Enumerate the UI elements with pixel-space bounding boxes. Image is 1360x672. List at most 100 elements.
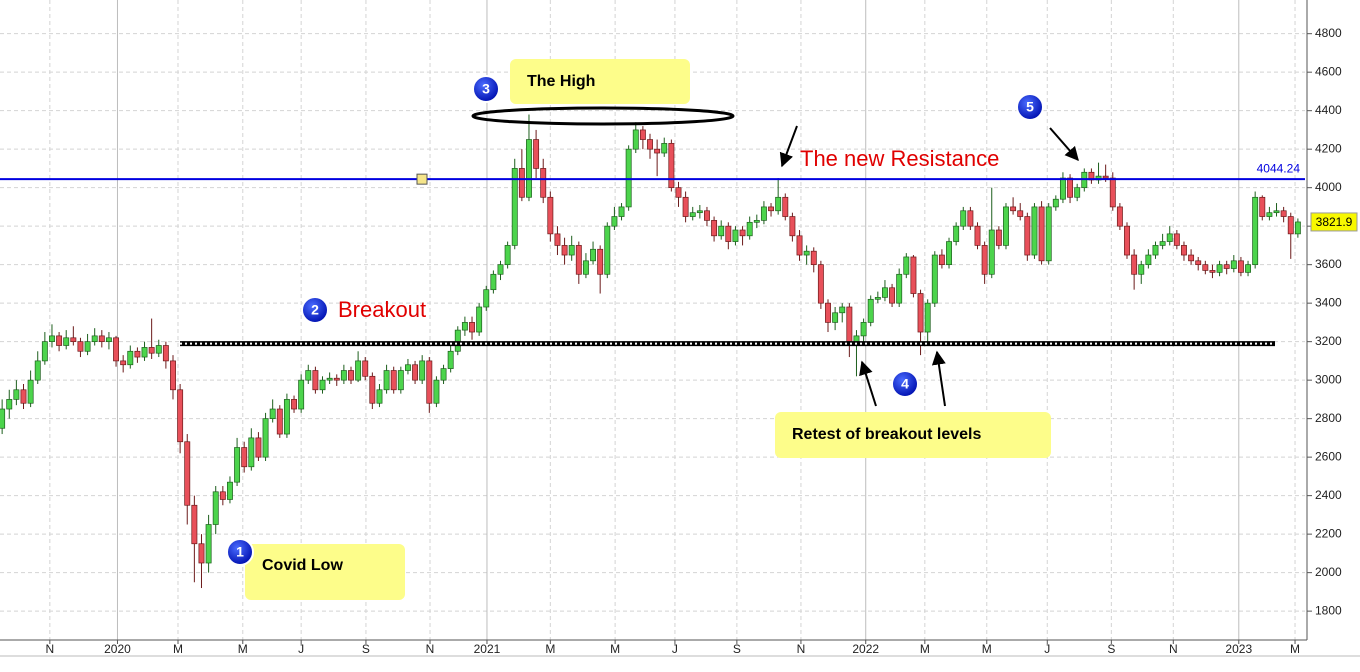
annotation-box xyxy=(775,412,1051,458)
candle-body xyxy=(340,370,347,381)
candle-body xyxy=(298,379,305,410)
y-tick-label: 4800 xyxy=(1315,26,1342,40)
y-tick-label: 2000 xyxy=(1315,565,1342,579)
candle-body xyxy=(910,256,917,294)
candle-body xyxy=(1287,216,1294,235)
x-tick-label: 2022 xyxy=(852,642,879,656)
candle-body xyxy=(1152,245,1159,256)
candle-body xyxy=(1067,177,1074,198)
x-tick-label: M xyxy=(173,642,183,656)
candle-body xyxy=(924,302,931,333)
candle-body xyxy=(675,187,682,198)
candle-body xyxy=(867,298,874,323)
candle-body xyxy=(227,481,233,500)
candle-body xyxy=(91,335,98,343)
marker: 2 xyxy=(301,296,329,324)
candle-body xyxy=(447,350,454,369)
x-tick-label: M xyxy=(545,642,555,656)
marker: 5 xyxy=(1016,93,1044,121)
candle-body xyxy=(77,341,84,352)
candle-body xyxy=(981,245,988,275)
candle-body xyxy=(1209,270,1216,273)
candle-body xyxy=(326,377,333,381)
candle-body xyxy=(575,245,582,275)
candle-body xyxy=(782,196,789,217)
candle-body xyxy=(348,370,354,381)
candle-body xyxy=(1216,264,1223,273)
candle-body xyxy=(184,441,191,506)
candle-body xyxy=(1166,233,1173,242)
candle-body xyxy=(98,335,105,343)
candle-body xyxy=(177,389,184,443)
y-tick-label: 2400 xyxy=(1315,488,1342,502)
candle-body xyxy=(212,491,219,525)
y-tick-label: 4400 xyxy=(1315,103,1342,117)
candle-body xyxy=(725,225,732,242)
candle-body xyxy=(20,389,27,404)
candle-body xyxy=(1195,260,1202,266)
candle-body xyxy=(6,399,13,410)
y-tick-label: 3200 xyxy=(1315,334,1342,348)
candle-body xyxy=(1230,260,1237,269)
candle-body xyxy=(355,360,362,381)
marker: 3 xyxy=(472,75,500,103)
candle-body xyxy=(632,129,639,150)
annotation: The High xyxy=(527,73,595,90)
candle-body xyxy=(1109,177,1116,208)
candle-body xyxy=(120,360,127,366)
candle-body xyxy=(13,389,20,400)
marker-label: 1 xyxy=(236,544,244,560)
x-tick-label: M xyxy=(238,642,248,656)
candle-body xyxy=(412,364,419,381)
candle-body xyxy=(27,379,34,404)
candle-body xyxy=(219,491,226,500)
candle-body xyxy=(1188,254,1195,262)
candle-body xyxy=(1245,264,1251,273)
x-tick-label: 2020 xyxy=(104,642,131,656)
candle-body xyxy=(476,306,483,333)
candle-body xyxy=(668,143,675,189)
candle-body xyxy=(1294,221,1301,235)
marker-label: 5 xyxy=(1026,99,1034,115)
candle-body xyxy=(704,210,710,221)
candle-body xyxy=(526,139,532,198)
candle-body xyxy=(846,306,853,343)
candle-body xyxy=(1010,206,1017,212)
candle-body xyxy=(995,229,1002,246)
y-tick-label: 4200 xyxy=(1315,141,1342,155)
last-price-label: 3821.9 xyxy=(1316,215,1353,229)
candle-body xyxy=(554,233,561,246)
marker-label: 4 xyxy=(901,376,909,392)
candle-body xyxy=(938,254,945,266)
candle-body xyxy=(718,225,725,237)
candle-body xyxy=(1159,241,1166,246)
x-tick-label: J xyxy=(298,642,304,656)
candle-body xyxy=(654,148,661,154)
candle-body xyxy=(860,322,867,337)
candle-body xyxy=(960,210,967,227)
candle-body xyxy=(1280,210,1287,217)
candle-body xyxy=(105,337,112,343)
candle-body xyxy=(1273,210,1280,214)
candle-body xyxy=(825,302,831,323)
x-tick-label: N xyxy=(46,642,55,656)
candle-body xyxy=(853,335,860,343)
candle-body xyxy=(1266,212,1273,217)
candle-body xyxy=(597,248,604,275)
candle-body xyxy=(1131,254,1138,275)
candle-body xyxy=(647,139,653,150)
candle-body xyxy=(533,139,540,169)
candle-body xyxy=(1038,206,1045,262)
marker: 4 xyxy=(891,370,919,398)
candle-body xyxy=(404,364,411,371)
candle-body xyxy=(518,168,525,198)
x-tick-label: S xyxy=(1107,642,1115,656)
candle-body xyxy=(1116,206,1123,227)
candle-body xyxy=(611,216,618,227)
candle-body xyxy=(383,370,390,391)
candle-body xyxy=(540,168,547,198)
candle-body xyxy=(305,370,312,381)
candle-body xyxy=(333,377,340,381)
candle-body xyxy=(953,225,960,242)
